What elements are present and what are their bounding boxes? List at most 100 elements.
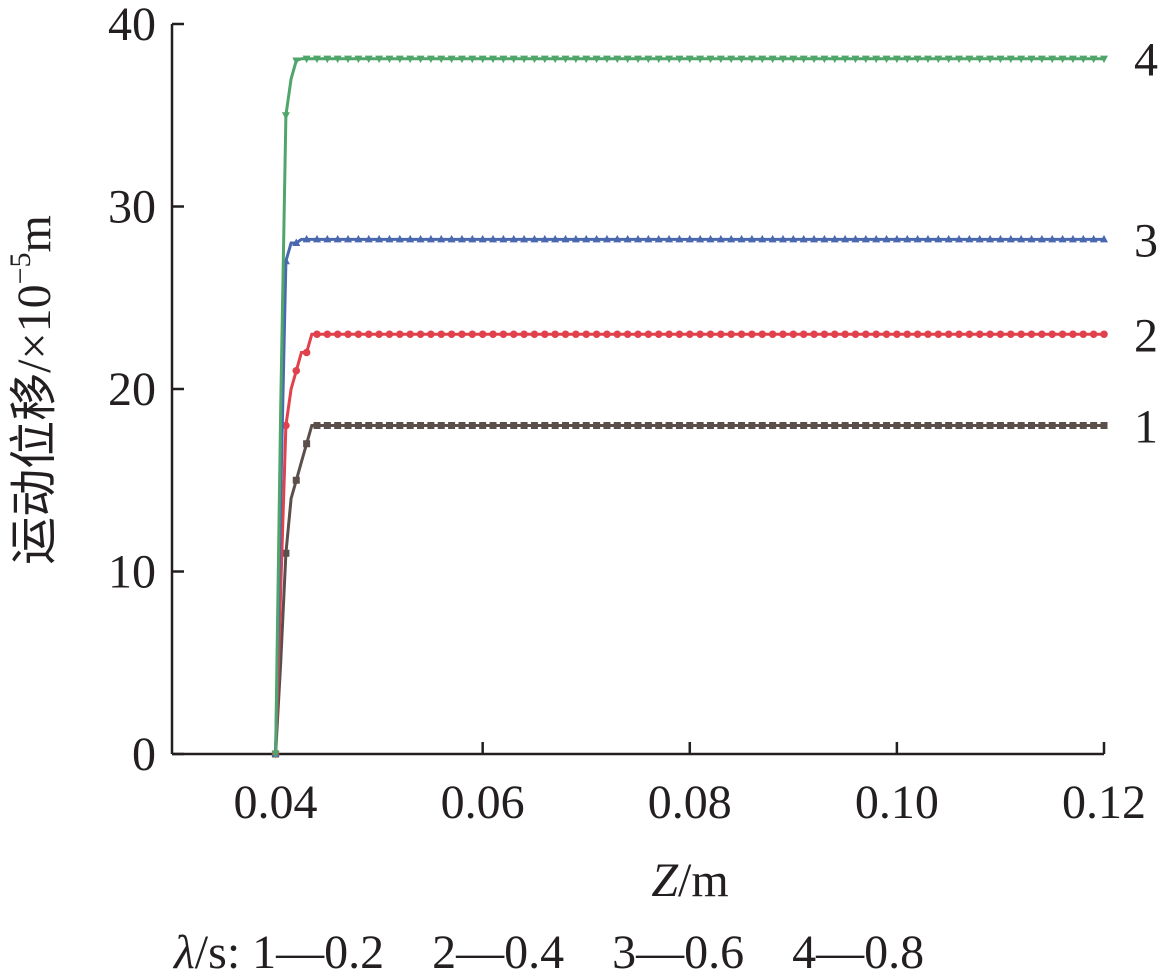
data-point bbox=[706, 422, 714, 429]
data-point bbox=[685, 234, 694, 243]
data-point bbox=[457, 55, 466, 64]
data-point bbox=[582, 234, 591, 243]
data-point bbox=[789, 234, 798, 243]
x-axis-unit: /m bbox=[678, 854, 729, 907]
data-point bbox=[572, 422, 580, 429]
data-point bbox=[302, 348, 311, 357]
data-point bbox=[1038, 330, 1046, 339]
data-point bbox=[996, 55, 1005, 64]
data-point bbox=[1007, 330, 1015, 339]
data-point bbox=[624, 422, 632, 429]
data-point bbox=[354, 55, 363, 64]
data-point bbox=[799, 330, 808, 339]
legend-entry-1: 1—0.2 bbox=[252, 926, 384, 978]
data-point bbox=[593, 422, 601, 429]
data-point bbox=[447, 330, 456, 339]
data-point bbox=[478, 55, 487, 64]
data-point bbox=[831, 422, 839, 429]
data-point bbox=[385, 55, 394, 64]
data-point bbox=[634, 55, 642, 64]
series-1 bbox=[272, 422, 1108, 758]
data-point bbox=[282, 421, 290, 430]
data-point bbox=[882, 234, 891, 243]
data-point bbox=[416, 330, 425, 339]
data-point bbox=[665, 422, 673, 429]
data-point bbox=[541, 422, 549, 429]
data-point bbox=[510, 422, 518, 429]
data-point bbox=[1007, 422, 1015, 429]
data-point bbox=[810, 422, 818, 429]
x-tick-label: 0.04 bbox=[234, 776, 318, 829]
data-point bbox=[1017, 422, 1025, 429]
data-point bbox=[893, 330, 901, 339]
data-point bbox=[1027, 55, 1036, 64]
data-point bbox=[364, 55, 373, 64]
data-point bbox=[955, 55, 964, 64]
data-point bbox=[779, 330, 787, 339]
data-point bbox=[1100, 422, 1108, 429]
y-axis-unit: m bbox=[8, 215, 61, 252]
data-point bbox=[986, 55, 995, 64]
data-point bbox=[924, 330, 932, 339]
data-point bbox=[872, 234, 881, 243]
data-point bbox=[323, 422, 331, 429]
data-point bbox=[1048, 55, 1057, 64]
series-label-2: 2 bbox=[1134, 309, 1158, 362]
data-point bbox=[882, 55, 891, 64]
data-point bbox=[489, 330, 497, 339]
data-point bbox=[841, 55, 850, 64]
data-point bbox=[778, 55, 787, 64]
y-axis-title: 运动位移/×10−5m bbox=[4, 215, 61, 565]
data-point bbox=[385, 330, 394, 339]
data-point bbox=[965, 234, 974, 243]
data-point bbox=[1069, 422, 1077, 429]
data-point bbox=[375, 55, 384, 64]
data-point bbox=[851, 422, 859, 429]
data-point bbox=[923, 55, 932, 64]
data-point bbox=[520, 330, 528, 339]
data-point bbox=[323, 234, 332, 243]
data-point bbox=[955, 330, 963, 339]
data-point bbox=[530, 55, 539, 64]
data-point bbox=[810, 55, 819, 64]
data-point bbox=[799, 55, 808, 64]
data-point bbox=[748, 422, 756, 429]
data-point bbox=[923, 234, 932, 243]
legend: λ/s: 1—0.2 2—0.4 3—0.6 4—0.8 bbox=[172, 926, 924, 978]
data-point bbox=[965, 55, 974, 64]
data-point bbox=[1017, 234, 1026, 243]
data-point bbox=[789, 330, 798, 339]
data-point bbox=[509, 330, 518, 339]
data-point bbox=[644, 55, 653, 64]
data-point bbox=[458, 330, 466, 339]
data-point bbox=[437, 55, 446, 64]
data-point bbox=[727, 330, 735, 339]
data-point bbox=[499, 55, 508, 64]
series-label-1: 1 bbox=[1134, 401, 1158, 454]
data-point bbox=[602, 234, 611, 243]
data-point bbox=[312, 55, 321, 64]
data-point bbox=[1059, 422, 1067, 429]
data-point bbox=[955, 422, 963, 429]
data-point bbox=[571, 55, 580, 64]
data-point bbox=[851, 330, 860, 339]
data-point bbox=[385, 234, 394, 243]
data-point bbox=[562, 422, 570, 429]
data-point bbox=[727, 422, 735, 429]
data-point bbox=[354, 330, 363, 339]
data-point bbox=[1006, 55, 1015, 64]
data-point bbox=[572, 330, 580, 339]
data-point bbox=[365, 422, 373, 429]
data-point bbox=[862, 422, 870, 429]
data-point bbox=[696, 422, 704, 429]
data-point bbox=[675, 55, 684, 64]
data-point bbox=[468, 234, 477, 243]
data-point bbox=[1079, 330, 1088, 339]
data-point bbox=[934, 422, 942, 429]
data-point bbox=[395, 55, 404, 64]
data-point bbox=[996, 422, 1004, 429]
data-point bbox=[427, 422, 435, 429]
data-point bbox=[758, 55, 767, 64]
data-point bbox=[1027, 234, 1036, 243]
data-point bbox=[457, 234, 466, 243]
